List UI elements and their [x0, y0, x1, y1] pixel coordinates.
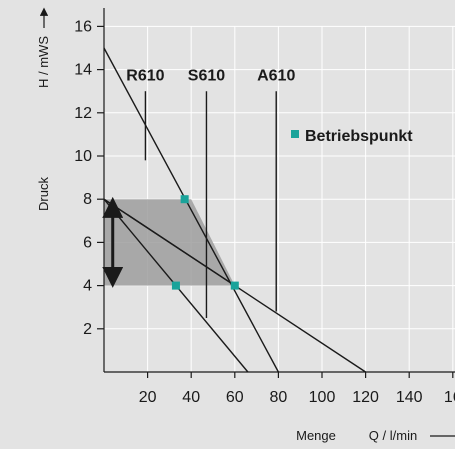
- operating-point-marker: [171, 281, 180, 290]
- x-tick-label: 60: [226, 389, 244, 406]
- y-axis-title-side: Druck: [36, 177, 51, 211]
- x-tick-label: 100: [309, 389, 336, 406]
- y-tick-label: 16: [74, 18, 92, 35]
- y-tick-label: 14: [74, 62, 92, 79]
- x-axis-title-left: Menge: [296, 428, 336, 443]
- legend-marker: [291, 130, 299, 138]
- y-tick-label: 12: [74, 105, 92, 122]
- x-tick-label: 140: [396, 389, 423, 406]
- series-line-s610: [103, 47, 280, 373]
- x-tick-label: 40: [182, 389, 200, 406]
- y-tick-label: 2: [83, 321, 92, 338]
- x-tick-label: 16: [444, 389, 455, 406]
- x-tick-label: 120: [352, 389, 379, 406]
- operating-point-marker: [230, 281, 239, 290]
- y-tick-label: 8: [83, 191, 92, 208]
- x-tick-label: 20: [139, 389, 157, 406]
- x-axis-title-right: Q / l/min: [369, 428, 417, 443]
- series-label-s610: S610: [188, 67, 225, 84]
- system-curve-line: [103, 198, 236, 287]
- series-label-r610: R610: [126, 67, 164, 84]
- series-label-a610: A610: [257, 67, 295, 84]
- legend-label: Betriebspunkt: [305, 128, 413, 145]
- y-tick-label: 10: [74, 148, 92, 165]
- y-tick-label: 6: [83, 234, 92, 251]
- x-tick-label: 80: [270, 389, 288, 406]
- y-axis-title-top: H / mWS: [36, 36, 51, 88]
- operating-point-marker: [180, 195, 189, 204]
- y-tick-label: 4: [83, 278, 92, 295]
